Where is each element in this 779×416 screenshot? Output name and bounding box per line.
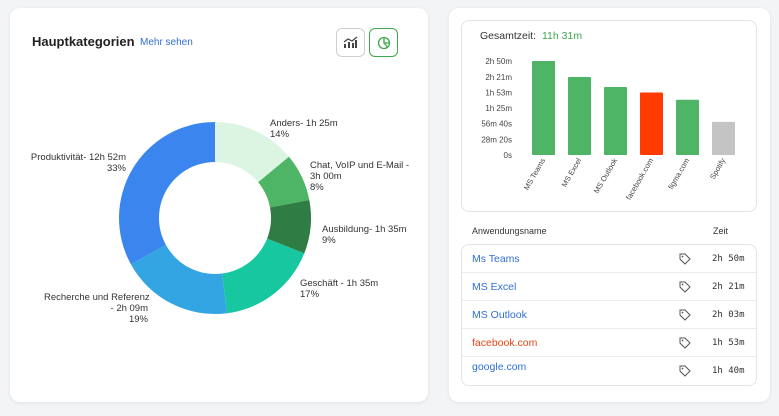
- table-row[interactable]: Ms Teams 2h 50m: [462, 245, 756, 273]
- x-tick-label: MS Excel: [560, 156, 584, 188]
- tag-icon[interactable]: [679, 281, 691, 293]
- y-tick-label: 1h 25m: [485, 104, 512, 113]
- donut-slice[interactable]: [130, 244, 228, 314]
- slice-label-ausbildung: Ausbildung- 1h 35m 9%: [322, 224, 407, 246]
- total-label: Gesamtzeit:: [480, 30, 537, 42]
- slice-label-produktivitaet: Produktivität- 12h 52m 33%: [30, 152, 126, 174]
- bar[interactable]: [604, 86, 627, 155]
- slice-label-recherche: Recherche und Referenz - 2h 09m 19%: [44, 292, 150, 325]
- line-chart-view-button[interactable]: [336, 28, 365, 57]
- pie-chart-view-button[interactable]: [369, 28, 398, 57]
- bar[interactable]: [532, 61, 555, 155]
- slice-label-anders: Anders- 1h 25m 14%: [270, 118, 338, 140]
- tag-icon[interactable]: [679, 365, 691, 377]
- app-time: 2h 21m: [712, 282, 745, 292]
- app-name[interactable]: MS Excel: [472, 281, 517, 293]
- bar[interactable]: [640, 92, 663, 155]
- slice-label-chat: Chat, VoIP und E-Mail - 3h 00m 8%: [310, 160, 410, 193]
- app-time: 1h 40m: [712, 366, 745, 376]
- x-tick-label: figma.com: [666, 157, 691, 191]
- donut-chart: [118, 122, 311, 314]
- y-tick-label: 1h 53m: [485, 89, 512, 98]
- y-tick-label: 56m 40s: [481, 120, 512, 129]
- apps-card: Gesamtzeit: 11h 31m 0s 28m 20s 56m 40s 1h 2…: [449, 8, 770, 402]
- line-chart-icon: [343, 36, 358, 48]
- y-tick-label: 0s: [504, 151, 512, 160]
- x-tick-label: facebook.com: [624, 157, 655, 202]
- donut-slice[interactable]: [118, 122, 215, 265]
- column-header-time: Zeit: [713, 226, 729, 236]
- app-time: 2h 03m: [712, 310, 745, 320]
- tag-icon[interactable]: [679, 337, 691, 349]
- table-row[interactable]: google.com 1h 40m: [462, 357, 756, 385]
- categories-card: Hauptkategorien Mehr sehen Anders- 1h 25…: [10, 8, 428, 402]
- app-name[interactable]: facebook.com: [472, 337, 538, 349]
- app-name[interactable]: MS Outlook: [472, 309, 527, 321]
- x-tick-label: MS Teams: [522, 156, 548, 191]
- more-link[interactable]: Mehr sehen: [140, 37, 193, 48]
- app-name[interactable]: Ms Teams: [472, 253, 520, 265]
- y-tick-label: 2h 21m: [485, 73, 512, 82]
- slice-label-geschaeft: Geschäft - 1h 35m 17%: [300, 278, 379, 300]
- bar[interactable]: [676, 99, 699, 155]
- card-title: Hauptkategorien: [32, 34, 135, 49]
- total-value: 11h 31m: [542, 30, 583, 42]
- bar-chart-box: Gesamtzeit: 11h 31m 0s 28m 20s 56m 40s 1h 2…: [461, 20, 757, 212]
- app-name[interactable]: google.com: [472, 361, 527, 373]
- y-tick-label: 28m 20s: [481, 135, 512, 144]
- donut-slice[interactable]: [222, 238, 305, 314]
- tag-icon[interactable]: [679, 309, 691, 321]
- y-tick-label: 2h 50m: [485, 57, 512, 66]
- donut-slice[interactable]: [258, 156, 310, 208]
- tag-icon[interactable]: [679, 253, 691, 265]
- app-time: 1h 53m: [712, 338, 745, 348]
- table-row[interactable]: MS Excel 2h 21m: [462, 273, 756, 301]
- donut-slice[interactable]: [215, 122, 289, 183]
- bar[interactable]: [568, 77, 591, 155]
- bar[interactable]: [712, 121, 735, 155]
- x-tick-label: MS Outlook: [592, 156, 620, 195]
- table-row[interactable]: facebook.com 1h 53m: [462, 329, 756, 357]
- app-time: 2h 50m: [712, 254, 745, 264]
- table-row[interactable]: MS Outlook 2h 03m: [462, 301, 756, 329]
- pie-chart-icon: [377, 36, 390, 49]
- bar-chart: 0s 28m 20s 56m 40s 1h 25m 1h 53m 2h 21m 2h 50m…: [481, 57, 735, 202]
- column-header-app: Anwendungsname: [472, 226, 547, 236]
- apps-table: Ms Teams 2h 50m MS Excel 2h 21m MS Outlo…: [461, 244, 757, 386]
- donut-slice[interactable]: [267, 200, 311, 254]
- x-tick-label: Spotify: [708, 156, 727, 181]
